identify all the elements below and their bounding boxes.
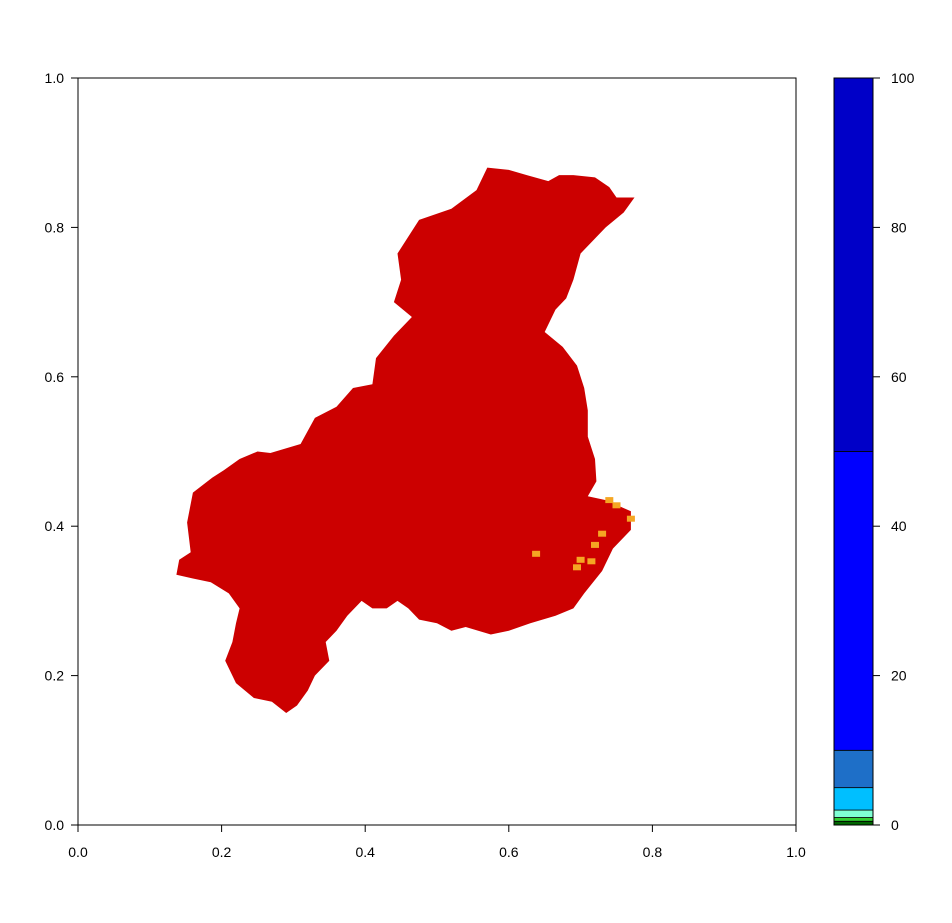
colorbar-tick-label: 60	[891, 369, 907, 385]
colorbar-tick-label: 0	[891, 817, 899, 833]
colorbar-bin-3	[833, 787, 874, 811]
region-patch-2	[598, 530, 607, 537]
colorbar-tick-label: 100	[891, 70, 915, 86]
colorbar: 0 20 40 60 80 100	[833, 70, 915, 833]
x-tick-label: 0.8	[643, 844, 663, 860]
x-tick-label: 0.0	[68, 844, 88, 860]
colorbar-tick-label: 20	[891, 668, 907, 684]
colorbar-frame	[833, 77, 874, 826]
y-axis: 0.0 0.2 0.4 0.6 0.8 1.0	[45, 70, 79, 833]
x-tick-label: 0.2	[212, 844, 232, 860]
plot-area	[176, 167, 635, 714]
x-axis: 0.0 0.2 0.4 0.6 0.8 1.0	[68, 824, 806, 860]
region-polygon	[176, 167, 635, 714]
y-tick-label: 0.8	[45, 219, 65, 235]
region-patch-5	[587, 558, 596, 565]
y-tick-label: 1.0	[45, 70, 65, 86]
colorbar-bin-1	[833, 817, 874, 822]
y-tick-label: 0.4	[45, 518, 65, 534]
region-patch-4	[576, 556, 585, 563]
colorbar-bin-6	[833, 77, 874, 452]
y-tick-label: 0.2	[45, 668, 65, 684]
x-tick-label: 0.4	[355, 844, 375, 860]
region-patch-7	[573, 564, 581, 571]
region-patch-0	[605, 497, 614, 504]
region-patch-6	[532, 550, 541, 557]
region-patch-1	[612, 502, 621, 509]
colorbar-tick-label: 80	[891, 219, 907, 235]
region-patch-3	[591, 541, 599, 548]
colorbar-bin-4	[833, 749, 874, 789]
x-tick-label: 1.0	[786, 844, 806, 860]
region-patch-8	[626, 515, 635, 522]
colorbar-bin-5	[833, 451, 874, 751]
y-tick-label: 0.6	[45, 369, 65, 385]
y-tick-label: 0.0	[45, 817, 65, 833]
colorbar-tick-label: 40	[891, 518, 907, 534]
colorbar-bin-0	[833, 820, 874, 826]
x-tick-label: 0.6	[499, 844, 519, 860]
colorbar-bin-2	[833, 809, 874, 818]
